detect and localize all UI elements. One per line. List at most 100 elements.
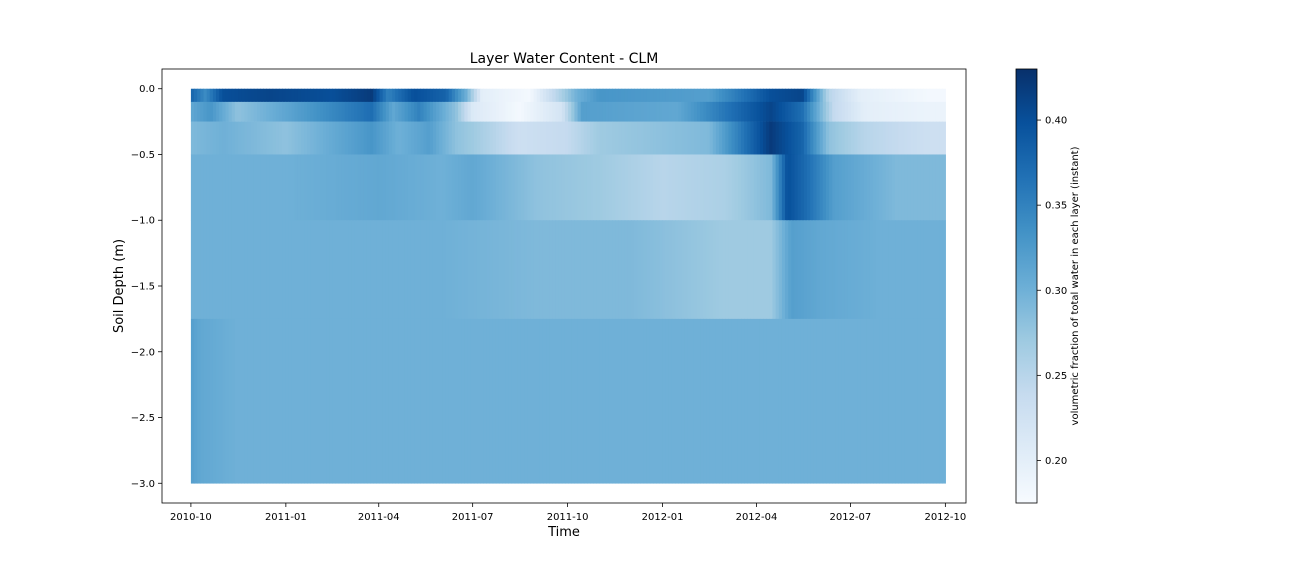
- heatmap-cell: [203, 220, 208, 320]
- heatmap-cell: [866, 154, 871, 221]
- heatmap-cell: [649, 88, 654, 103]
- heatmap-cell: [731, 121, 736, 155]
- heatmap-cell: [687, 101, 692, 122]
- heatmap-cell: [703, 88, 708, 103]
- heatmap-cell: [486, 318, 491, 484]
- heatmap-cell: [322, 154, 327, 221]
- heatmap-cell: [684, 220, 689, 320]
- heatmap-cell: [703, 101, 708, 122]
- heatmap-cell: [722, 88, 726, 103]
- heatmap-cell: [882, 121, 887, 155]
- heatmap-cell: [341, 121, 346, 155]
- heatmap-cell: [395, 318, 399, 484]
- heatmap-cell: [275, 121, 280, 155]
- heatmap-cell: [442, 154, 447, 221]
- heatmap-cell: [404, 220, 409, 320]
- heatmap-cell: [574, 101, 579, 122]
- heatmap-cell: [244, 121, 249, 155]
- heatmap-cell: [464, 318, 469, 484]
- heatmap-cell: [920, 121, 924, 155]
- heatmap-cell: [866, 318, 871, 484]
- heatmap-cell: [593, 154, 598, 221]
- heatmap-cell: [194, 318, 198, 484]
- heatmap-cell: [363, 220, 368, 320]
- heatmap-cell: [907, 101, 912, 122]
- heatmap-cell: [684, 154, 689, 221]
- heatmap-cell: [775, 154, 780, 221]
- heatmap-cell: [439, 88, 443, 103]
- heatmap-cell: [917, 220, 921, 320]
- heatmap-cell: [288, 88, 293, 103]
- heatmap-cell: [322, 318, 327, 484]
- heatmap-cell: [338, 220, 343, 320]
- heatmap-cell: [580, 220, 585, 320]
- heatmap-cell: [785, 121, 789, 155]
- heatmap-cell: [583, 121, 588, 155]
- heatmap-cell: [873, 220, 877, 320]
- heatmap-cell: [410, 121, 415, 155]
- heatmap-cell: [932, 88, 937, 103]
- heatmap-cell: [681, 101, 686, 122]
- heatmap-cell: [854, 121, 858, 155]
- heatmap-cell: [788, 121, 792, 155]
- heatmap-cell: [847, 101, 852, 122]
- heatmap-cell: [200, 220, 205, 320]
- heatmap-cell: [825, 220, 830, 320]
- heatmap-cell: [454, 121, 459, 155]
- heatmap-cell: [665, 154, 670, 221]
- heatmap-cell: [212, 121, 217, 155]
- heatmap-cell: [461, 318, 465, 484]
- heatmap-cell: [272, 88, 277, 103]
- heatmap-cell: [542, 154, 547, 221]
- heatmap-cell: [539, 101, 544, 122]
- heatmap-cell: [335, 121, 340, 155]
- heatmap-cell: [304, 121, 308, 155]
- heatmap-cell: [392, 101, 396, 122]
- heatmap-cell: [715, 101, 720, 122]
- heatmap-cell: [489, 154, 494, 221]
- heatmap-cell: [653, 101, 657, 122]
- heatmap-cell: [300, 88, 305, 103]
- heatmap-cell: [351, 220, 355, 320]
- heatmap-cell: [706, 154, 711, 221]
- heatmap-cell: [608, 101, 613, 122]
- heatmap-cell: [429, 88, 434, 103]
- heatmap-cell: [832, 121, 836, 155]
- heatmap-cell: [794, 121, 799, 155]
- heatmap-cell: [857, 318, 862, 484]
- heatmap-cell: [869, 154, 874, 221]
- heatmap-cell: [778, 220, 783, 320]
- heatmap-cell: [719, 88, 723, 103]
- chart-title: Layer Water Content - CLM: [470, 51, 659, 67]
- heatmap-cell: [209, 154, 214, 221]
- heatmap-cell: [766, 88, 770, 103]
- heatmap-cell: [470, 154, 475, 221]
- heatmap-cell: [310, 88, 315, 103]
- heatmap-cell: [200, 121, 205, 155]
- heatmap-cell: [253, 101, 258, 122]
- heatmap-cell: [939, 88, 943, 103]
- x-tick-label: 2011-10: [547, 512, 589, 523]
- heatmap-cell: [329, 121, 333, 155]
- heatmap-cell: [269, 101, 274, 122]
- heatmap-cell: [307, 154, 311, 221]
- heatmap-cell: [561, 101, 566, 122]
- heatmap-cell: [643, 220, 648, 320]
- heatmap-cell: [788, 154, 792, 221]
- heatmap-cell: [719, 154, 723, 221]
- heatmap-cell: [549, 318, 554, 484]
- heatmap-cell: [825, 88, 830, 103]
- heatmap-cell: [907, 88, 912, 103]
- heatmap-cell: [715, 318, 720, 484]
- heatmap-cell: [407, 220, 412, 320]
- heatmap-cell: [895, 154, 899, 221]
- heatmap-cell: [388, 88, 393, 103]
- heatmap-cell: [766, 154, 770, 221]
- y-tick-label: −2.0: [131, 347, 155, 358]
- heatmap-cell: [470, 318, 475, 484]
- heatmap-cell: [398, 318, 403, 484]
- heatmap-cell: [913, 88, 918, 103]
- heatmap-cell: [756, 318, 761, 484]
- heatmap-cell: [329, 318, 333, 484]
- heatmap-cell: [640, 318, 645, 484]
